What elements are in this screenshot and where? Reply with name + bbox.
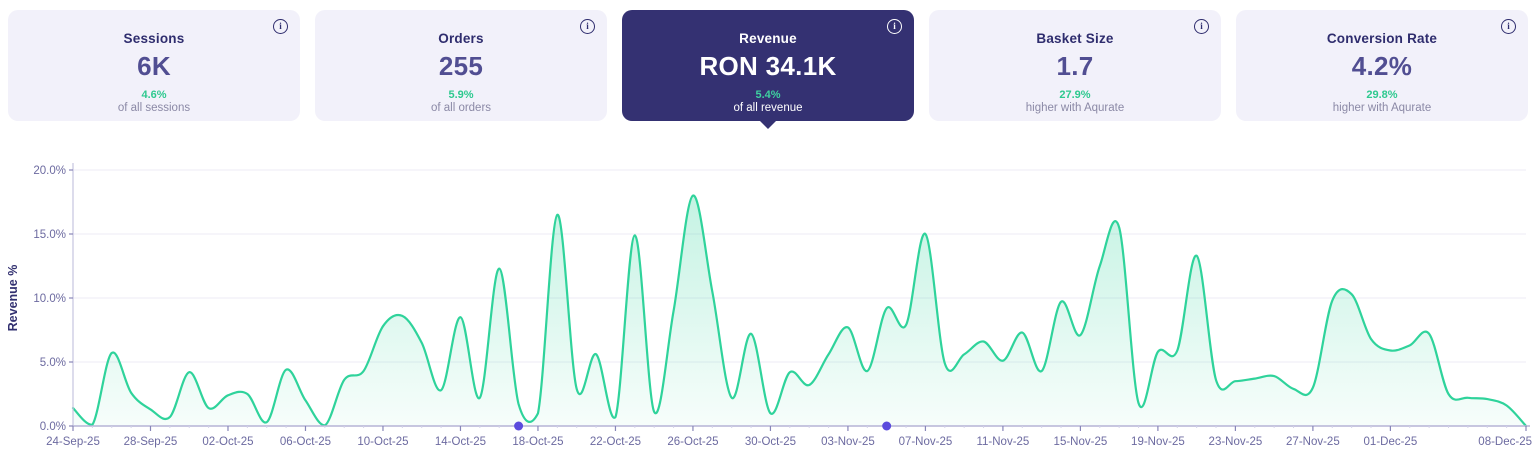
x-tick-label: 26-Oct-25 xyxy=(667,436,718,448)
card-delta: 27.9% xyxy=(1059,89,1091,101)
selected-card-pointer xyxy=(759,120,777,129)
x-tick-label: 14-Oct-25 xyxy=(435,436,486,448)
x-tick-label: 10-Oct-25 xyxy=(357,436,408,448)
card-subtext: of all orders xyxy=(430,102,492,114)
x-tick-label: 11-Nov-25 xyxy=(976,436,1029,448)
card-subtext: higher with Aqurate xyxy=(1025,102,1125,114)
x-tick-label: 19-Nov-25 xyxy=(1131,436,1185,448)
card-orders[interactable]: i Orders 255 5.9% of all orders xyxy=(315,10,607,121)
revenue-chart-container: 0.0% 5.0% 10.0% 15.0% 20.0% 24-Sep-25 28-Sep-2… xyxy=(0,145,1536,460)
axis-marker-dot[interactable] xyxy=(882,421,892,431)
y-tick-label: 10.0% xyxy=(33,293,66,305)
kpi-cards-row: i Sessions 6K 4.6% of all sessions i Ord… xyxy=(0,0,1536,129)
x-tick-label: 02-Oct-25 xyxy=(202,436,253,448)
card-basket-size[interactable]: i Basket Size 1.7 27.9% higher with Aqur… xyxy=(929,10,1221,121)
x-tick-label: 22-Oct-25 xyxy=(590,436,641,448)
card-title: Revenue xyxy=(739,31,797,46)
card-value: RON 34.1K xyxy=(699,51,837,81)
x-tick-label: 30-Oct-25 xyxy=(745,436,796,448)
x-tick-label: 27-Nov-25 xyxy=(1286,436,1340,448)
info-icon[interactable]: i xyxy=(1194,19,1209,34)
area-fill xyxy=(73,195,1526,426)
x-tick-label: 01-Dec-25 xyxy=(1364,436,1418,448)
revenue-area-chart[interactable]: 0.0% 5.0% 10.0% 15.0% 20.0% 24-Sep-25 28-Sep-2… xyxy=(0,145,1536,455)
card-title: Sessions xyxy=(123,31,185,46)
y-tick-label: 5.0% xyxy=(40,357,66,369)
card-delta: 29.8% xyxy=(1366,89,1398,101)
card-value: 1.7 xyxy=(1056,51,1094,81)
x-tick-label: 23-Nov-25 xyxy=(1209,436,1263,448)
card-subtext: of all sessions xyxy=(117,102,191,114)
card-value: 255 xyxy=(438,51,484,81)
card-subtext: higher with Aqurate xyxy=(1332,102,1432,114)
card-title: Orders xyxy=(438,31,484,46)
card-value: 6K xyxy=(137,51,171,81)
y-tick-label: 20.0% xyxy=(33,165,66,177)
card-delta: 4.6% xyxy=(141,89,167,101)
x-tick-label: 03-Nov-25 xyxy=(821,436,875,448)
card-delta: 5.4% xyxy=(755,89,781,101)
x-tick-label: 08-Dec-25 xyxy=(1478,436,1532,448)
info-icon[interactable]: i xyxy=(580,19,595,34)
card-value: 4.2% xyxy=(1351,51,1413,81)
card-title: Basket Size xyxy=(1036,31,1114,46)
x-tick-label: 07-Nov-25 xyxy=(899,436,953,448)
x-tick-label: 24-Sep-25 xyxy=(46,436,100,448)
y-axis-title: Revenue % xyxy=(6,265,20,332)
card-conversion-rate[interactable]: i Conversion Rate 4.2% 29.8% higher with… xyxy=(1236,10,1528,121)
x-tick-label: 18-Oct-25 xyxy=(512,436,563,448)
x-tick-label: 15-Nov-25 xyxy=(1054,436,1108,448)
axis-marker-dot[interactable] xyxy=(514,421,524,431)
card-subtext: of all revenue xyxy=(733,102,803,114)
y-tick-label: 15.0% xyxy=(33,229,66,241)
card-title: Conversion Rate xyxy=(1326,31,1438,46)
x-tick-label: 28-Sep-25 xyxy=(124,436,178,448)
revenue-line xyxy=(71,194,1528,428)
info-icon[interactable]: i xyxy=(887,19,902,34)
info-icon[interactable]: i xyxy=(273,19,288,34)
card-revenue-selected[interactable]: i Revenue RON 34.1K 5.4% of all revenue xyxy=(622,10,914,129)
card-sessions[interactable]: i Sessions 6K 4.6% of all sessions xyxy=(8,10,300,121)
y-tick-label: 0.0% xyxy=(40,421,66,433)
info-icon[interactable]: i xyxy=(1501,19,1516,34)
card-delta: 5.9% xyxy=(448,89,474,101)
x-tick-label: 06-Oct-25 xyxy=(280,436,331,448)
